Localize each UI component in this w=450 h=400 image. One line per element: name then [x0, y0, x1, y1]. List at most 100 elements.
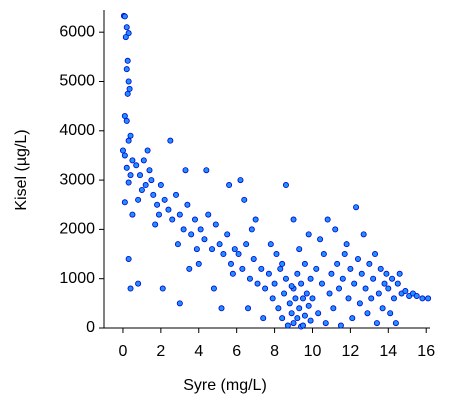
point	[218, 305, 225, 312]
point	[159, 285, 166, 292]
x-tick-label: 0	[119, 343, 128, 360]
point	[305, 231, 312, 238]
point	[144, 147, 151, 154]
point	[381, 280, 388, 287]
point	[281, 290, 288, 297]
point	[301, 312, 308, 319]
point	[305, 302, 312, 309]
point	[347, 265, 354, 272]
point	[210, 285, 217, 292]
point	[201, 236, 208, 243]
point	[250, 255, 257, 262]
point	[301, 260, 308, 267]
point	[317, 236, 324, 243]
point	[126, 85, 133, 92]
point	[322, 320, 329, 327]
point	[135, 196, 142, 203]
point	[362, 285, 369, 292]
point	[307, 317, 314, 324]
x-tick-label: 16	[417, 343, 435, 360]
point	[121, 13, 128, 20]
point	[137, 172, 144, 179]
point	[288, 283, 295, 290]
x-tick-label: 14	[379, 343, 397, 360]
point	[174, 241, 181, 248]
point	[125, 179, 132, 186]
point	[216, 241, 223, 248]
point	[413, 292, 420, 299]
point	[125, 255, 132, 262]
point	[165, 206, 172, 213]
point	[154, 201, 161, 208]
point	[419, 295, 426, 302]
point	[262, 285, 269, 292]
point	[320, 251, 327, 258]
point	[368, 295, 375, 302]
point	[124, 57, 131, 64]
x-tick-label: 8	[270, 343, 279, 360]
point	[239, 265, 246, 272]
point	[245, 305, 252, 312]
point	[203, 167, 210, 174]
point	[182, 167, 189, 174]
point	[377, 265, 384, 272]
point	[267, 241, 274, 248]
point	[140, 157, 147, 164]
point	[167, 137, 174, 144]
point	[373, 320, 380, 327]
point	[286, 300, 293, 307]
point	[235, 251, 242, 258]
point	[334, 260, 341, 267]
point	[282, 275, 289, 282]
point	[173, 191, 180, 198]
y-tick-label: 6000	[59, 23, 95, 40]
point	[370, 275, 377, 282]
point	[252, 216, 259, 223]
point	[366, 260, 373, 267]
point	[258, 265, 265, 272]
y-tick-label: 0	[86, 319, 95, 336]
point	[309, 295, 316, 302]
point	[324, 216, 331, 223]
point	[135, 280, 142, 287]
point	[290, 216, 297, 223]
point	[176, 211, 183, 218]
point	[188, 231, 195, 238]
point	[315, 310, 322, 317]
point	[195, 260, 202, 267]
point	[425, 295, 432, 302]
point	[307, 275, 314, 282]
point	[193, 246, 200, 253]
point	[138, 186, 145, 193]
point	[279, 315, 286, 322]
point	[296, 246, 303, 253]
x-axis-title: Syre (mg/L)	[183, 377, 267, 394]
point	[339, 275, 346, 282]
point	[375, 290, 382, 297]
point	[254, 280, 261, 287]
point	[220, 251, 227, 258]
point	[294, 270, 301, 277]
point	[396, 270, 403, 277]
point	[127, 132, 134, 139]
point	[124, 90, 131, 97]
point	[265, 270, 272, 277]
point	[123, 164, 130, 171]
point	[349, 315, 356, 322]
point	[345, 295, 352, 302]
point	[161, 196, 168, 203]
point	[241, 196, 248, 203]
point	[392, 320, 399, 327]
point	[197, 226, 204, 233]
y-tick-label: 2000	[59, 221, 95, 238]
point	[260, 315, 267, 322]
point	[229, 270, 236, 277]
point	[269, 295, 276, 302]
point	[157, 182, 164, 189]
point	[385, 285, 392, 292]
point	[212, 221, 219, 228]
point	[343, 241, 350, 248]
point	[226, 182, 233, 189]
point	[224, 231, 231, 238]
point	[125, 78, 132, 85]
